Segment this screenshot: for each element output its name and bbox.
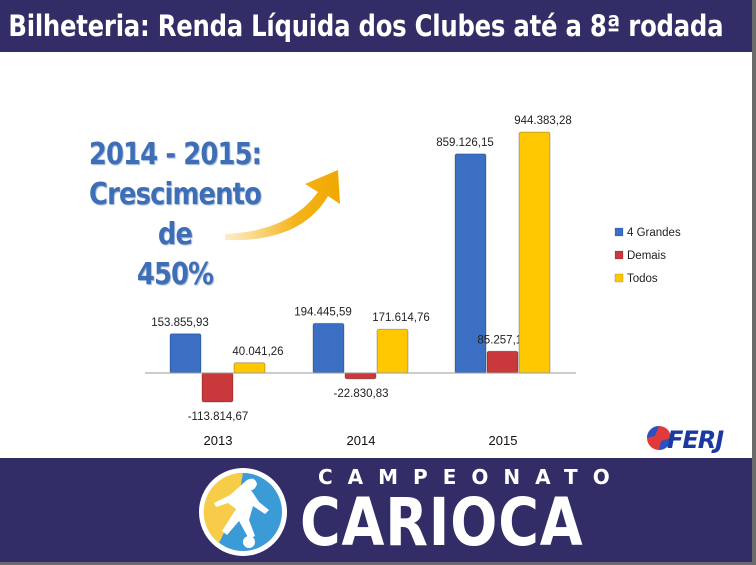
bar-todos-2015: [518, 131, 551, 374]
data-label: 40.041,26: [232, 346, 283, 358]
window-edge-bottom: [0, 562, 756, 565]
data-label: -113.814,67: [188, 411, 249, 423]
data-label: 194.445,59: [294, 306, 352, 318]
title-bar: Bilheteria: Renda Líquida dos Clubes até…: [0, 0, 752, 52]
logo-carioca-text: CARIOCA: [300, 484, 584, 561]
growth-arrow-icon: [225, 170, 340, 241]
footer-band: [0, 458, 752, 565]
legend-label: 4 Grandes: [627, 227, 681, 239]
bar-todos-2013: [233, 362, 266, 374]
growth-callout: 2014 - 2015: Crescimento de 450%: [60, 135, 290, 295]
ferj-logo-text: FERJ: [667, 426, 724, 454]
carioca-player-logo-icon: [199, 468, 287, 556]
bar-demais-2013: [201, 372, 234, 403]
data-label: 85.257,13: [477, 334, 528, 346]
x-tick-label: 2015: [489, 433, 518, 448]
page-title: Bilheteria: Renda Líquida dos Clubes até…: [8, 9, 724, 43]
legend-swatch: [614, 227, 624, 237]
ferj-ball-icon: [647, 426, 671, 450]
bar-demais-2014: [344, 372, 377, 380]
legend-label: Demais: [627, 250, 666, 262]
data-label: -22.830,83: [334, 388, 389, 400]
callout-line-1: 2014 - 2015:: [88, 137, 262, 172]
data-label: 859.126,15: [436, 137, 494, 149]
legend-swatch: [614, 273, 624, 283]
bar-demais-2015: [486, 350, 519, 374]
window-edge: [752, 0, 756, 565]
data-label: 153.855,93: [151, 317, 209, 329]
bar-4-grandes-2013: [169, 333, 202, 374]
bar-chart: 153.855,93 -113.814,67 40.041,26 2013 194.44…: [145, 115, 681, 448]
data-label: 944.383,28: [514, 115, 572, 127]
x-tick-label: 2014: [347, 433, 376, 448]
legend-swatch: [614, 250, 624, 260]
bar-4-grandes-2014: [312, 322, 345, 374]
logo-campeonato-text: CAMPEONATO: [318, 465, 625, 489]
x-tick-label: 2013: [204, 433, 233, 448]
callout-line-3: 450%: [136, 257, 214, 292]
data-label: 171.614,76: [372, 312, 430, 324]
bar-todos-2014: [376, 328, 409, 374]
legend-label: Todos: [627, 273, 658, 285]
callout-line-2: Crescimento de: [89, 177, 262, 252]
ferj-logo: FERJ: [667, 426, 724, 454]
